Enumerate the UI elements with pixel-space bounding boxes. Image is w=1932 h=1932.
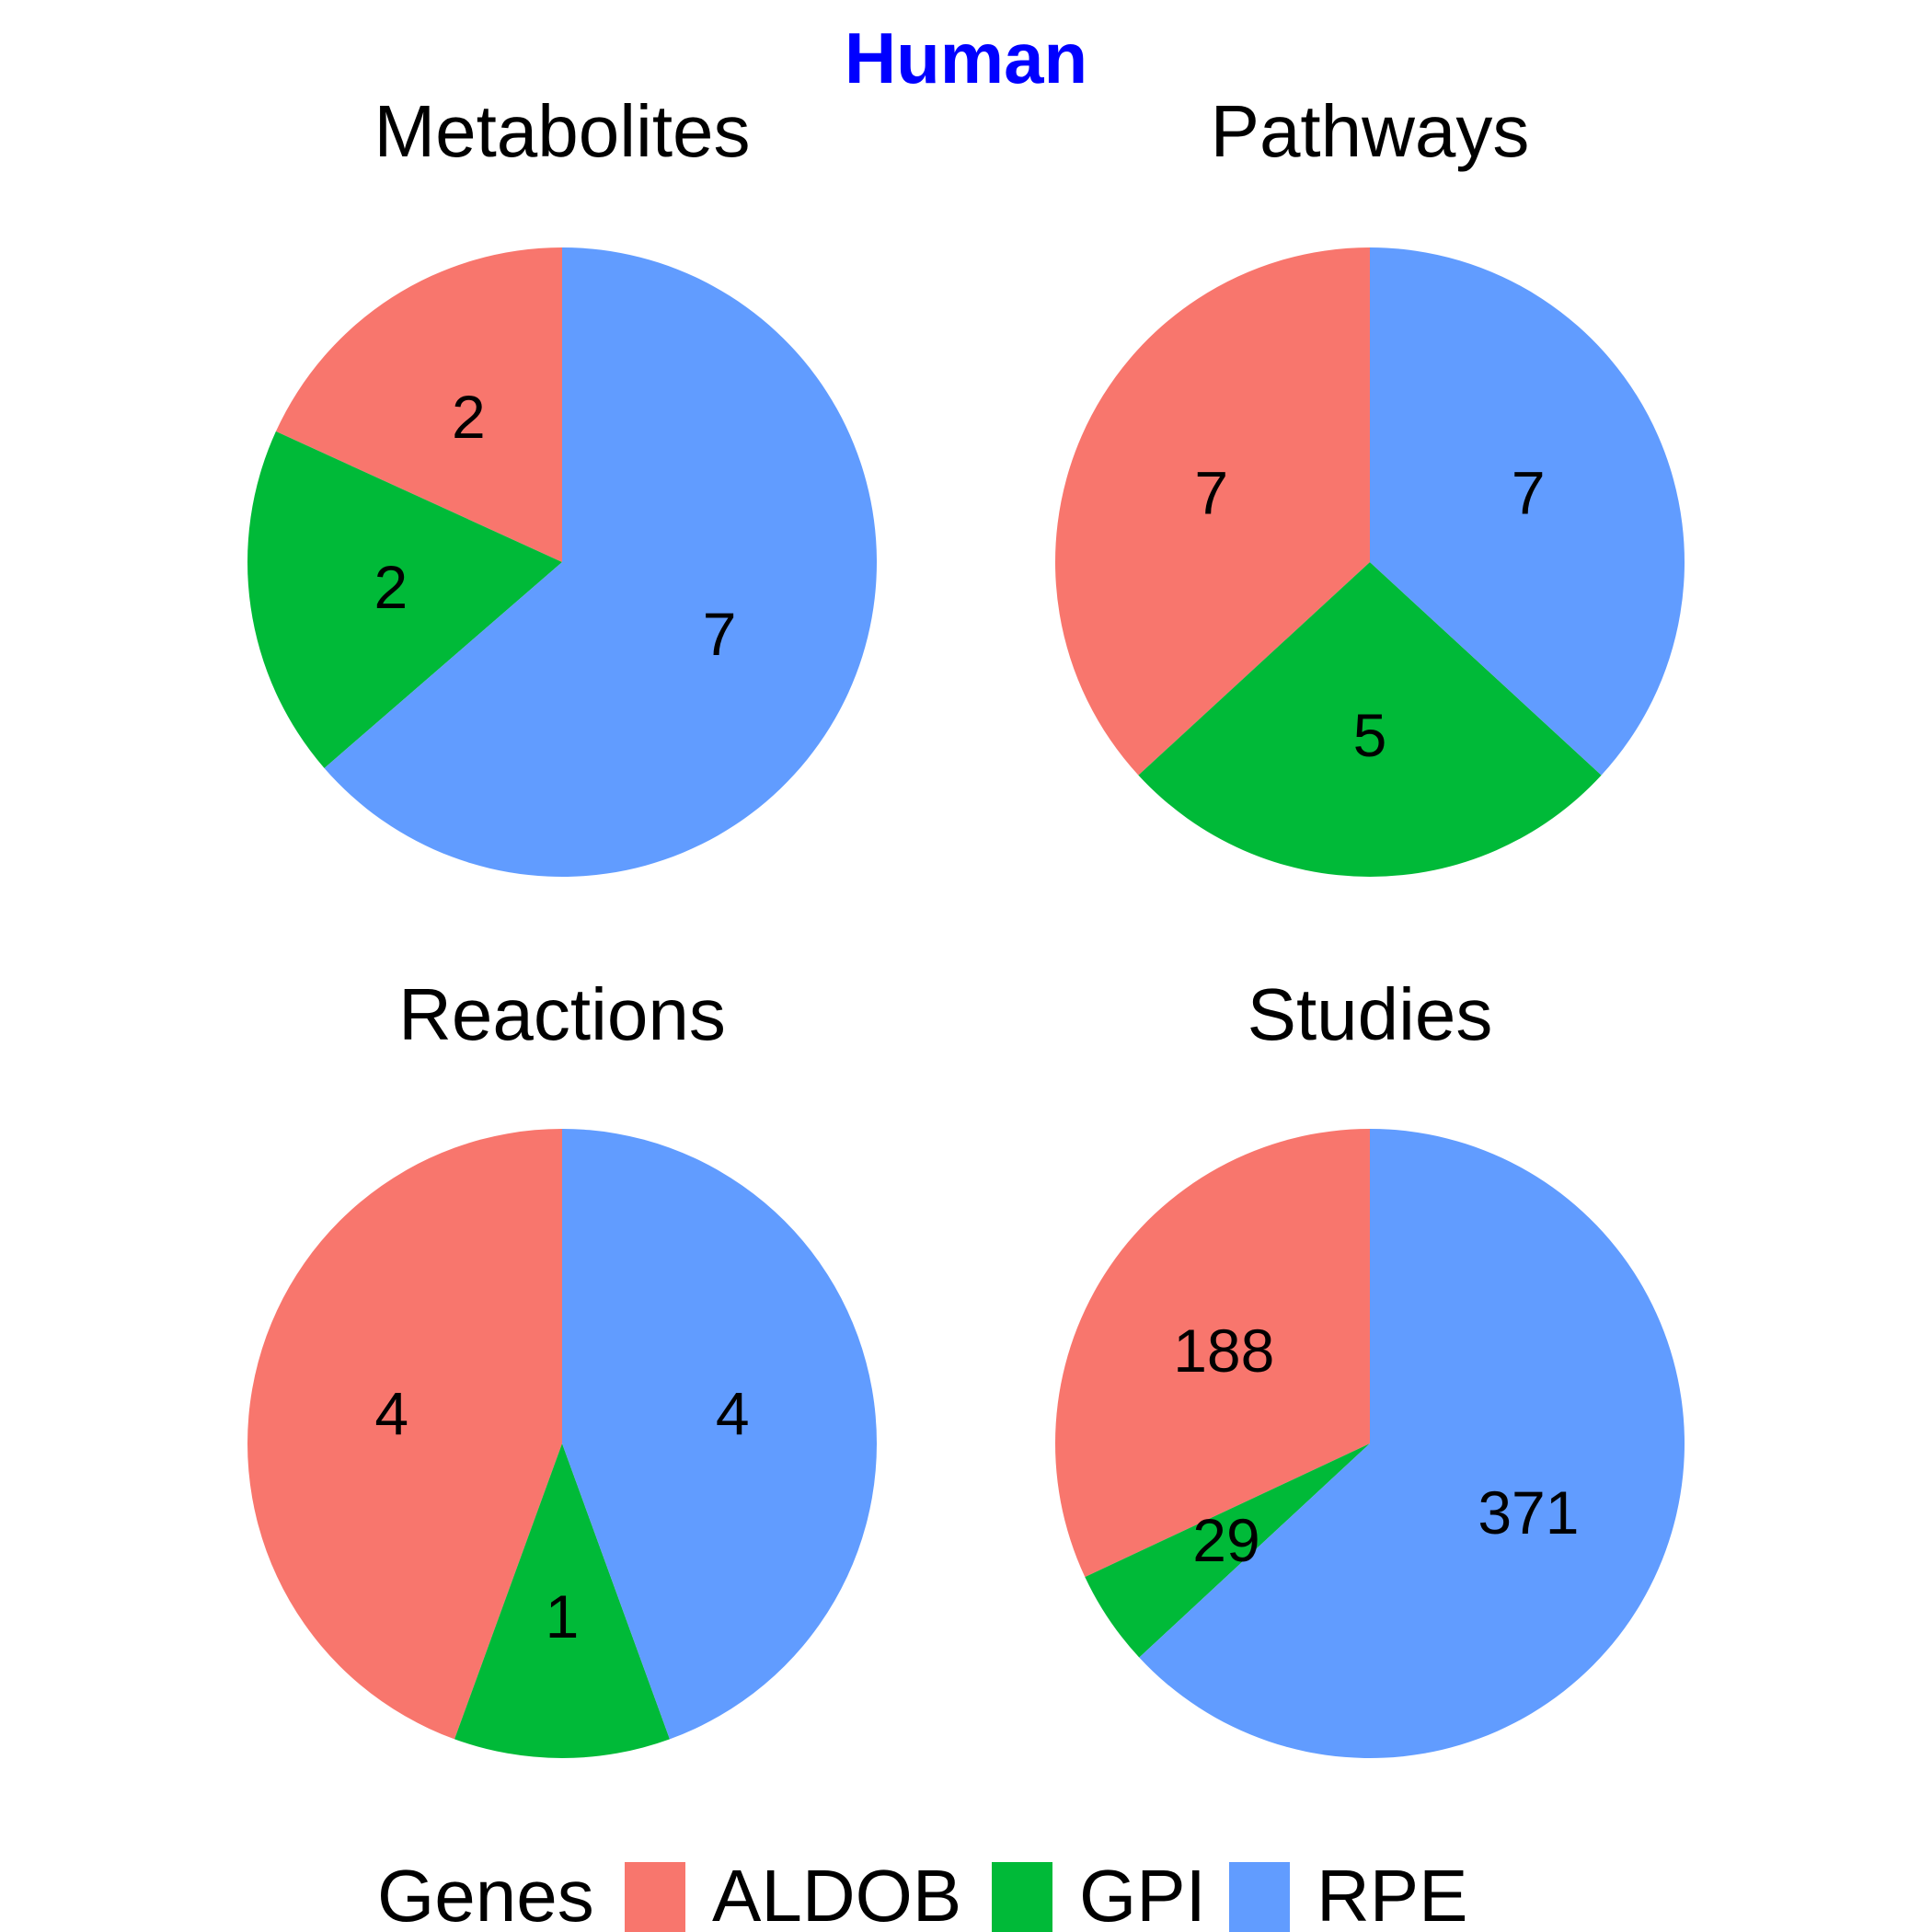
panel-title: Metabolites: [374, 90, 750, 172]
slice-label-gpi: 2: [374, 553, 408, 621]
slice-label-aldob: 7: [1194, 458, 1228, 526]
pie-slice-rpe: [562, 1129, 877, 1740]
slice-label-gpi: 5: [1353, 701, 1387, 769]
pie-slice-aldob: [247, 1129, 562, 1740]
pie-slice-aldob: [1054, 247, 1370, 776]
slice-label-aldob: 4: [374, 1379, 408, 1447]
legend-label-aldob: ALDOB: [712, 1855, 961, 1932]
pie-slice-gpi: [454, 1443, 670, 1758]
panel-title: Reactions: [398, 973, 726, 1055]
slice-label-gpi: 1: [546, 1582, 580, 1650]
legend-key-aldob: [625, 1862, 685, 1932]
legend-key-rpe: [1229, 1862, 1290, 1932]
pie-panel-reactions: Reactions 4 1 4: [247, 973, 877, 1758]
legend-title: Genes: [377, 1855, 594, 1932]
pie-slice-rpe: [1370, 247, 1685, 776]
pie-slice-aldob: [275, 247, 562, 562]
slice-label-rpe: 7: [1512, 458, 1546, 526]
pie-slice-gpi: [1138, 562, 1602, 878]
slice-label-aldob: 188: [1173, 1317, 1274, 1385]
legend: Genes ALDOB GPI RPE: [377, 1855, 1468, 1932]
pie-panel-pathways: Pathways 7 5 7: [1054, 90, 1685, 878]
pie-slice-gpi: [1085, 1443, 1370, 1658]
legend-label-rpe: RPE: [1317, 1855, 1468, 1932]
pie-panels: Metabolites 2 2 7 Pathways 7 5 7 Reactions 4 1 4 Stu…: [247, 90, 1685, 1759]
pie-panel-studies: Studies 188 29 371: [1055, 973, 1685, 1759]
legend-label-gpi: GPI: [1079, 1855, 1206, 1932]
slice-label-rpe: 371: [1478, 1478, 1579, 1547]
pie-slice-rpe: [324, 247, 878, 878]
slice-label-gpi: 29: [1192, 1506, 1259, 1574]
panel-title: Studies: [1248, 973, 1493, 1055]
legend-key-gpi: [992, 1862, 1052, 1932]
pie-slice-gpi: [247, 431, 562, 768]
pie-panel-metabolites: Metabolites 2 2 7: [247, 90, 878, 878]
slice-label-aldob: 2: [452, 383, 486, 451]
pie-slice-aldob: [1055, 1129, 1370, 1578]
panel-title: Pathways: [1211, 90, 1530, 172]
slice-label-rpe: 4: [716, 1379, 750, 1447]
pie-slice-rpe: [1139, 1129, 1685, 1759]
main-title: Human: [845, 17, 1087, 98]
slice-label-rpe: 7: [703, 600, 737, 668]
